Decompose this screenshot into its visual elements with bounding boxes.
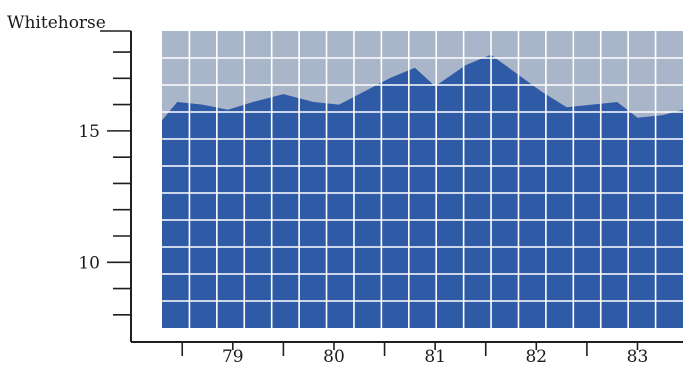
y-tick-label: 15 [78, 122, 100, 142]
axes: 10 15 79 80 81 82 83 [78, 30, 683, 366]
plot-area [162, 31, 683, 328]
x-tick-label: 83 [627, 347, 649, 366]
x-tick-label: 82 [525, 347, 547, 366]
area-series [162, 54, 683, 328]
x-tick-label: 79 [222, 347, 244, 366]
x-tick-label: 80 [323, 347, 345, 366]
y-tick-label: 10 [78, 253, 100, 273]
x-tick-label: 81 [424, 347, 446, 366]
chart-title: Whitehorse [7, 13, 106, 33]
